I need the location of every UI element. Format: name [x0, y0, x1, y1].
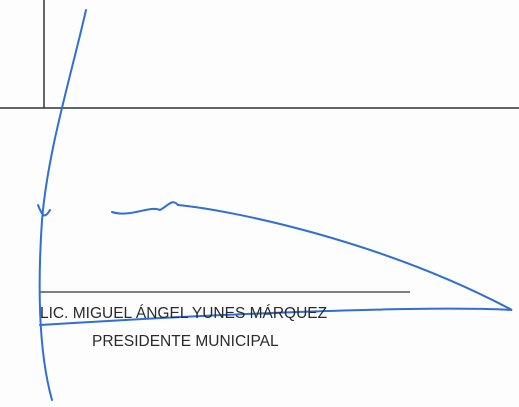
signer-name: LIC. MIGUEL ÁNGEL YUNES MÁRQUEZ	[40, 305, 328, 322]
signature	[37, 9, 513, 401]
signer-position: PRESIDENTE MUNICIPAL	[92, 333, 279, 350]
